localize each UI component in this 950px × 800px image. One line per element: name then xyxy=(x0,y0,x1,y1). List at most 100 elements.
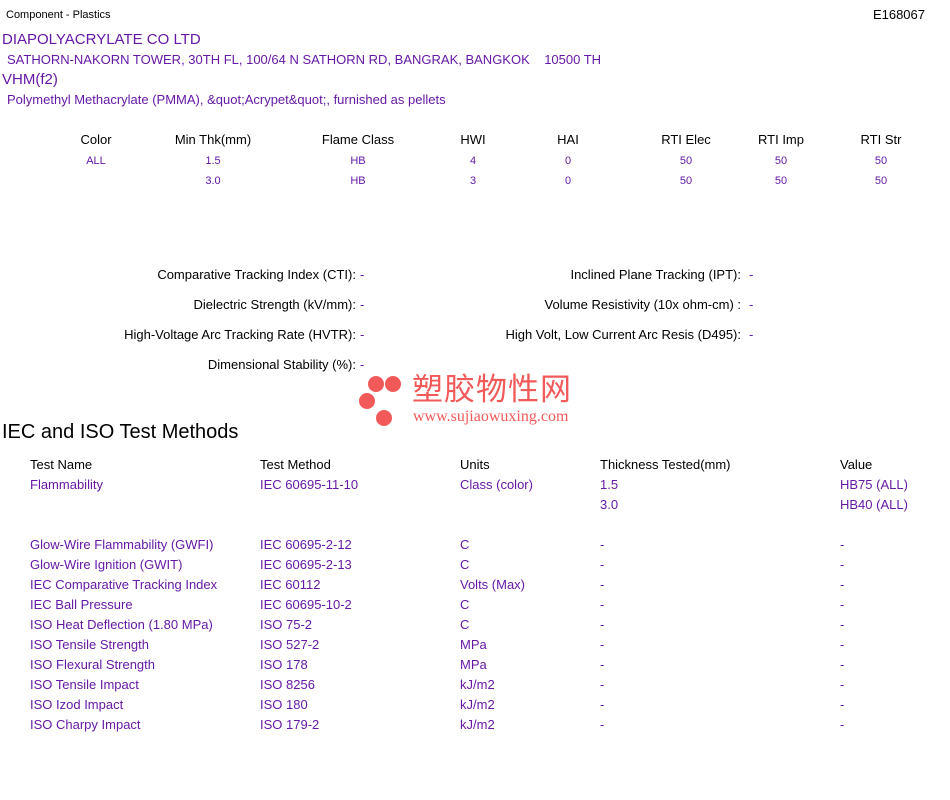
iec-cell: ISO 179-2 xyxy=(260,717,320,732)
iec-cell: ISO Tensile Impact xyxy=(30,677,139,692)
property-label: High-Voltage Arc Tracking Rate (HVTR): xyxy=(124,327,356,342)
ratings-cell: HB xyxy=(350,175,366,187)
ratings-cell: 1.5 xyxy=(205,155,221,167)
iec-cell: - xyxy=(840,677,845,692)
property-value: - xyxy=(360,267,365,282)
ratings-header: Min Thk(mm) xyxy=(174,132,252,147)
product-grade: VHM(f2) xyxy=(2,71,58,88)
property-value: - xyxy=(749,267,754,282)
ratings-cell: 0 xyxy=(564,155,572,167)
iec-cell: ISO 75-2 xyxy=(260,617,313,632)
iec-cell: IEC 60695-2-13 xyxy=(260,557,352,572)
ratings-cell: 4 xyxy=(469,155,477,167)
file-number: E168067 xyxy=(872,7,925,22)
ratings-header: HWI xyxy=(460,132,486,147)
company-address: SATHORN-NAKORN TOWER, 30TH FL, 100/64 N … xyxy=(7,52,602,67)
category-label: Component - Plastics xyxy=(6,9,111,21)
iec-header: Test Name xyxy=(30,457,93,472)
iec-cell: - xyxy=(600,557,605,572)
iec-cell: IEC 60695-2-12 xyxy=(260,537,352,552)
iec-cell: - xyxy=(600,657,605,672)
iec-cell: - xyxy=(600,717,605,732)
iec-cell: - xyxy=(840,557,845,572)
ratings-cell: HB xyxy=(350,155,366,167)
property-label: Inclined Plane Tracking (IPT): xyxy=(570,267,741,282)
iec-cell: C xyxy=(460,597,470,612)
property-value: - xyxy=(360,297,365,312)
iec-cell: 1.5 xyxy=(600,477,619,492)
property-label: Dielectric Strength (kV/mm): xyxy=(193,297,356,312)
iec-cell: Glow-Wire Ignition (GWIT) xyxy=(30,557,183,572)
iec-cell: IEC 60112 xyxy=(260,577,321,592)
property-value: - xyxy=(749,327,754,342)
iec-cell: C xyxy=(460,617,470,632)
iec-cell: ISO Izod Impact xyxy=(30,697,124,712)
ratings-cell: 50 xyxy=(874,155,888,167)
ratings-header: HAI xyxy=(557,132,579,147)
iec-section-title: IEC and ISO Test Methods xyxy=(2,421,239,443)
iec-cell: ISO 527-2 xyxy=(260,637,320,652)
ratings-header: Color xyxy=(80,132,112,147)
iec-cell: Glow-Wire Flammability (GWFI) xyxy=(30,537,214,552)
iec-cell: - xyxy=(600,677,605,692)
iec-header: Value xyxy=(840,457,873,472)
iec-cell: - xyxy=(840,657,845,672)
iec-cell: 3.0 xyxy=(600,497,619,512)
ratings-header: Flame Class xyxy=(321,132,395,147)
property-label: Volume Resistivity (10x ohm-cm) : xyxy=(544,297,742,312)
ratings-cell: 50 xyxy=(874,175,888,187)
property-label: Comparative Tracking Index (CTI): xyxy=(157,267,356,282)
product-description: Polymethyl Methacrylate (PMMA), &quot;Ac… xyxy=(7,92,446,107)
iec-cell: ISO 8256 xyxy=(260,677,315,692)
property-value: - xyxy=(360,357,365,372)
iec-cell: ISO 180 xyxy=(260,697,308,712)
iec-cell: - xyxy=(600,697,605,712)
iec-cell: - xyxy=(840,717,845,732)
ratings-cell: 0 xyxy=(564,175,572,187)
ratings-cell: ALL xyxy=(86,155,106,167)
ratings-cell: 50 xyxy=(774,155,788,167)
iec-cell: C xyxy=(460,557,470,572)
iec-cell: - xyxy=(840,617,845,632)
iec-cell: ISO Tensile Strength xyxy=(30,637,149,652)
iec-cell: - xyxy=(840,577,845,592)
iec-cell: kJ/m2 xyxy=(460,717,495,732)
iec-cell: - xyxy=(600,617,605,632)
iec-cell: - xyxy=(840,597,845,612)
watermark-logo-icon xyxy=(359,376,401,426)
iec-cell: IEC 60695-10-2 xyxy=(260,597,352,612)
iec-cell: HB40 (ALL) xyxy=(840,497,908,512)
iec-header: Test Method xyxy=(260,457,331,472)
iec-cell: kJ/m2 xyxy=(460,697,495,712)
ratings-header: RTI Elec xyxy=(661,132,711,147)
iec-cell: - xyxy=(840,697,845,712)
property-label: Dimensional Stability (%): xyxy=(207,357,356,372)
iec-cell: ISO Flexural Strength xyxy=(30,657,155,672)
iec-cell: IEC Comparative Tracking Index xyxy=(30,577,218,592)
property-label: High Volt, Low Current Arc Resis (D495): xyxy=(505,327,741,342)
iec-cell: ISO 178 xyxy=(260,657,308,672)
ratings-header: RTI Str xyxy=(860,132,902,147)
ratings-cell: 3 xyxy=(469,175,477,187)
ratings-cell: 50 xyxy=(774,175,788,187)
ratings-cell: 3.0 xyxy=(205,175,221,187)
watermark-text: 塑胶物性网 xyxy=(412,372,572,408)
iec-cell: Volts (Max) xyxy=(460,577,526,592)
iec-cell: - xyxy=(840,537,845,552)
iec-header: Thickness Tested(mm) xyxy=(600,457,731,472)
iec-cell: Flammability xyxy=(30,477,103,492)
iec-cell: - xyxy=(600,537,605,552)
iec-cell: IEC 60695-11-10 xyxy=(260,477,359,492)
iec-header: Units xyxy=(460,457,490,472)
company-name: DIAPOLYACRYLATE CO LTD xyxy=(2,31,201,48)
watermark-url: www.sujiaowuxing.com xyxy=(413,408,569,425)
iec-cell: - xyxy=(600,637,605,652)
iec-cell: ISO Charpy Impact xyxy=(30,717,141,732)
ratings-cell: 50 xyxy=(679,175,693,187)
iec-cell: kJ/m2 xyxy=(460,677,495,692)
ratings-cell: 50 xyxy=(679,155,693,167)
iec-cell: C xyxy=(460,537,470,552)
ratings-header: RTI Imp xyxy=(758,132,804,147)
iec-cell: - xyxy=(600,577,605,592)
iec-cell: MPa xyxy=(460,657,487,672)
